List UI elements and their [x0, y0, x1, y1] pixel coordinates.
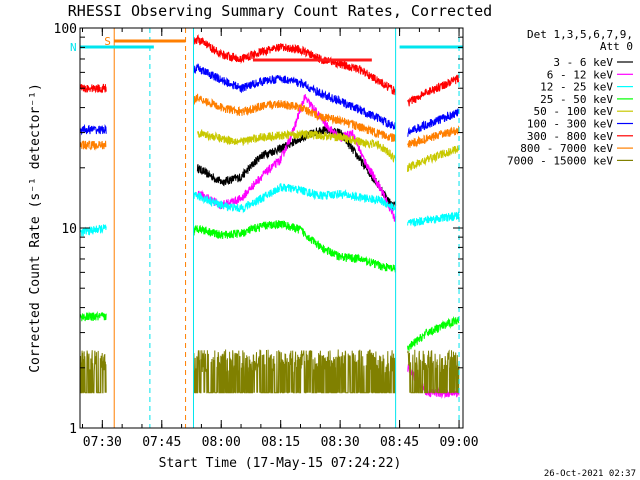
legend-header-line-2: Att 0 — [600, 40, 633, 53]
series-line — [79, 63, 460, 137]
plot-area — [79, 34, 460, 399]
y-tick-label: 10 — [61, 222, 77, 237]
series-line — [79, 93, 460, 151]
series-50-100-kev-kev — [196, 129, 460, 172]
y-axis-label: Corrected Count Rate (s⁻¹ detector⁻¹) — [28, 83, 43, 373]
legend-entry-label: 12 - 25 keV — [540, 81, 613, 94]
legend-entry-label: 3 - 6 keV — [553, 56, 613, 69]
x-tick-label: 08:15 — [261, 435, 300, 450]
legend-entry-label: 50 - 100 keV — [534, 105, 614, 118]
series-12-25-kev-kev — [79, 183, 460, 237]
x-tick-label: 07:45 — [142, 435, 181, 450]
series-line — [196, 126, 397, 210]
legend-entry-label: 7000 - 15000 keV — [507, 154, 613, 167]
series-line — [79, 220, 460, 353]
x-axis: 07:30 07:45 08:00 08:15 08:30 08:45 09:00 — [82, 28, 479, 450]
series-3-6-kev-kev — [196, 126, 397, 210]
x-tick-label: 09:00 — [439, 435, 478, 450]
render-timestamp: 26-Oct-2021 02:37 — [544, 469, 636, 479]
y-axis: 1 10 100 — [54, 22, 463, 437]
x-tick-label: 08:45 — [380, 435, 419, 450]
x-tick-label: 07:30 — [83, 435, 122, 450]
y-tick-label: 100 — [54, 22, 77, 37]
flag-label: S — [104, 35, 111, 48]
flag-label: N — [70, 41, 77, 54]
chart-title: RHESSI Observing Summary Count Rates, Co… — [68, 2, 492, 20]
x-tick-label: 08:30 — [321, 435, 360, 450]
series-25-50-kev-kev — [79, 220, 460, 353]
series-100-300-kev-kev — [79, 63, 460, 137]
series-800-7000-kev-kev — [79, 93, 460, 151]
legend-entry-label: 300 - 800 keV — [527, 130, 613, 143]
legend-entry-label: 6 - 12 keV — [547, 68, 614, 81]
legend-header-line-1: Det 1,3,5,6,7,9, — [527, 28, 633, 41]
legend-entry-label: 800 - 7000 keV — [520, 142, 613, 155]
flag-bars: SN — [70, 35, 463, 62]
x-axis-label: Start Time (17-May-15 07:24:22) — [159, 456, 402, 471]
legend-entry-label: 25 - 50 keV — [540, 93, 613, 106]
y-tick-label: 1 — [69, 422, 77, 437]
x-tick-label: 08:00 — [202, 435, 241, 450]
series-line — [196, 129, 460, 172]
legend-entry-label: 100 - 300 keV — [527, 118, 613, 131]
series-7000-15000-kev-kev — [79, 349, 460, 394]
series-line — [79, 349, 460, 394]
series-line — [79, 183, 460, 237]
